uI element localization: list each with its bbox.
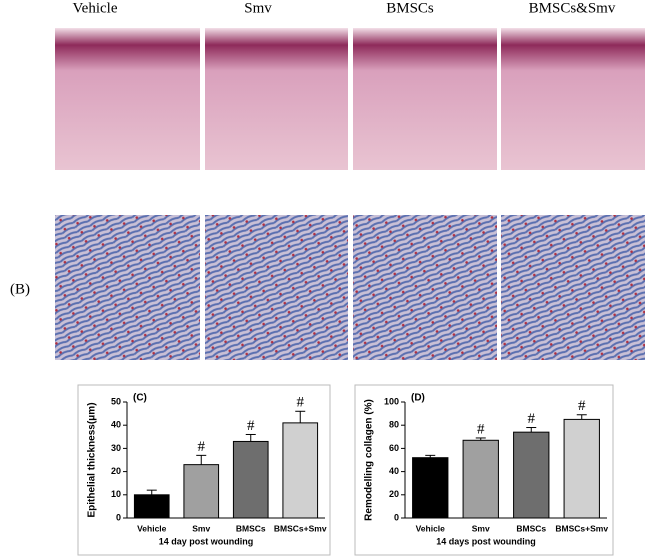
he-image — [205, 28, 348, 170]
y-tick-label: 40 — [111, 420, 121, 430]
bar — [232, 440, 269, 519]
bar — [133, 494, 170, 519]
significance-mark: # — [297, 395, 305, 411]
y-tick-label: 20 — [111, 466, 121, 476]
significance-mark: # — [528, 411, 536, 427]
x-tick-label: BMSCs+Smv — [555, 523, 608, 533]
y-axis-label: Epithelial thickness(μm) — [87, 402, 98, 517]
y-tick-label: 100 — [384, 396, 399, 406]
he-image — [353, 28, 497, 170]
he-images — [55, 28, 645, 170]
bar — [462, 439, 499, 519]
y-tick-label: 20 — [389, 489, 399, 499]
panel-label: (D) — [411, 393, 425, 404]
he-image — [501, 28, 645, 170]
y-axis-label: Remodelling collagen (%) — [364, 399, 375, 521]
bar — [412, 457, 449, 519]
column-header: BMSCs — [386, 0, 434, 16]
row-label: (B) — [10, 281, 30, 297]
x-tick-label: Vehicle — [137, 523, 167, 533]
masson-image — [501, 215, 645, 360]
bar — [183, 464, 220, 519]
x-tick-label: Smv — [472, 523, 490, 533]
significance-mark: # — [578, 398, 586, 414]
x-tick-label: BMSCs — [516, 523, 546, 533]
bar — [563, 418, 600, 519]
column-header: Vehicle — [73, 0, 118, 16]
bar — [513, 431, 550, 519]
masson-image — [55, 215, 200, 360]
y-tick-label: 0 — [394, 512, 399, 522]
x-tick-label: BMSCs+Smv — [274, 523, 327, 533]
x-tick-label: Smv — [192, 523, 210, 533]
y-tick-label: 0 — [116, 512, 121, 522]
x-tick-label: Vehicle — [416, 523, 446, 533]
bar — [282, 422, 319, 519]
significance-mark: # — [198, 439, 206, 455]
column-header: Smv — [244, 0, 272, 16]
masson-images — [55, 215, 645, 360]
masson-image — [353, 215, 497, 360]
y-tick-label: 80 — [389, 420, 399, 430]
x-axis-label: 14 days post wounding — [436, 536, 536, 546]
masson-image — [205, 215, 348, 360]
he-image — [55, 28, 200, 170]
y-tick-label: 30 — [111, 443, 121, 453]
y-tick-label: 60 — [389, 443, 399, 453]
x-tick-label: BMSCs — [236, 523, 266, 533]
chart-frame — [354, 384, 614, 556]
y-tick-label: 50 — [111, 396, 121, 406]
x-axis-label: 14 day post wounding — [159, 536, 254, 546]
y-tick-label: 40 — [389, 466, 399, 476]
column-header: BMSCs&Smv — [529, 0, 616, 16]
column-headers: Vehicle Smv BMSCs BMSCs&Smv — [73, 0, 616, 16]
significance-mark: # — [477, 421, 485, 437]
panel-label: (C) — [133, 393, 147, 404]
y-tick-label: 10 — [111, 489, 121, 499]
chart-frame — [77, 384, 331, 556]
significance-mark: # — [247, 418, 255, 434]
